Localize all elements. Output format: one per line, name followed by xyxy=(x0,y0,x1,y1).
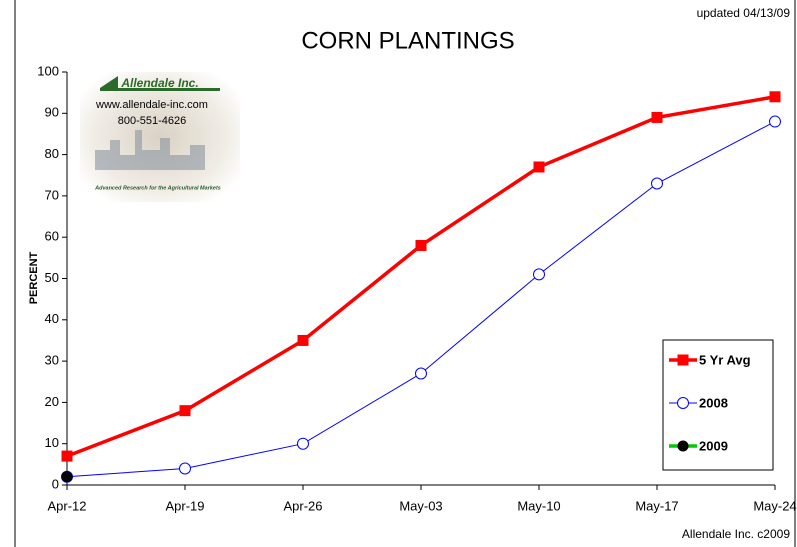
logo-url: www.allendale-inc.com xyxy=(95,99,208,111)
x-tick-label: May-17 xyxy=(635,498,678,513)
y-tick-label: 40 xyxy=(45,311,59,326)
logo-name: Allendale Inc. xyxy=(120,76,198,90)
marker xyxy=(651,177,663,190)
logo-tagline: Advanced Research for the Agricultural M… xyxy=(94,185,221,191)
x-tick-label: May-24 xyxy=(753,498,796,513)
marker xyxy=(61,471,73,483)
marker xyxy=(61,450,73,462)
chart-title: CORN PLANTINGS xyxy=(301,27,514,54)
y-axis-label: PERCENT xyxy=(28,251,40,304)
marker xyxy=(677,440,689,452)
logo-bar xyxy=(100,88,220,91)
y-tick-label: 50 xyxy=(45,270,59,285)
y-tick-label: 20 xyxy=(45,394,59,409)
y-tick-label: 30 xyxy=(45,353,59,368)
legend-label: 2009 xyxy=(699,438,728,453)
x-tick-label: Apr-12 xyxy=(47,498,86,513)
logo-icon xyxy=(100,76,118,88)
y-tick-label: 10 xyxy=(45,435,59,450)
logo-skyline xyxy=(95,130,205,170)
legend-label: 2008 xyxy=(699,395,728,410)
marker xyxy=(651,111,663,123)
y-tick-label: 90 xyxy=(45,105,59,120)
logo-phone: 800-551-4626 xyxy=(118,115,187,127)
credit: Allendale Inc. c2009 xyxy=(682,527,790,541)
x-tick-label: May-03 xyxy=(399,498,442,513)
logo: Allendale Inc. www.allendale-inc.com 800… xyxy=(80,72,240,202)
marker xyxy=(533,161,545,173)
marker xyxy=(677,354,689,366)
legend-label: 5 Yr Avg xyxy=(699,352,751,367)
x-tick-label: Apr-26 xyxy=(283,498,322,513)
y-tick-label: 100 xyxy=(37,63,59,78)
legend: 5 Yr Avg 2008 2009 xyxy=(662,339,774,471)
marker xyxy=(179,405,191,417)
marker xyxy=(297,437,309,450)
y-tick-label: 0 xyxy=(52,476,59,491)
marker xyxy=(769,91,781,103)
marker xyxy=(415,367,427,380)
y-tick-label: 80 xyxy=(45,146,59,161)
marker xyxy=(297,334,309,346)
marker xyxy=(769,115,781,128)
marker xyxy=(179,462,191,475)
y-tick-label: 60 xyxy=(45,229,59,244)
logo-background xyxy=(80,72,240,202)
marker xyxy=(533,268,545,281)
marker xyxy=(415,239,427,251)
marker xyxy=(677,397,689,409)
x-tick-label: Apr-19 xyxy=(165,498,204,513)
updated-note: updated 04/13/09 xyxy=(697,6,791,20)
y-tick-label: 70 xyxy=(45,187,59,202)
x-tick-label: May-10 xyxy=(517,498,560,513)
